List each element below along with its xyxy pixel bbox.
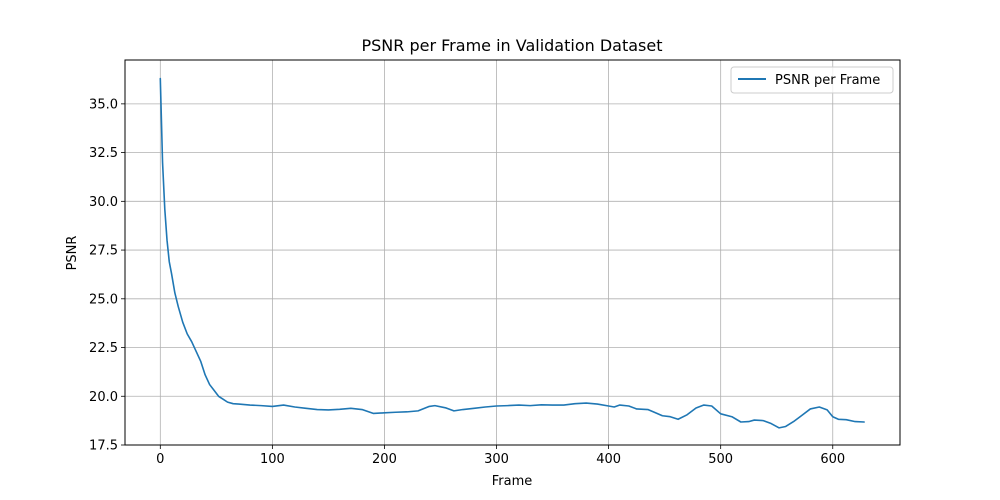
x-axis-ticks: 0 100 200 300 400 500 600 (156, 445, 845, 467)
x-tick-label: 400 (596, 452, 621, 467)
y-tick-label: 17.5 (89, 439, 118, 454)
y-tick-label: 20.0 (89, 390, 118, 405)
grid-layer (125, 60, 900, 446)
y-tick-label: 32.5 (89, 146, 118, 161)
x-tick-label: 100 (260, 452, 285, 467)
y-tick-label: 27.5 (89, 244, 118, 259)
y-axis-ticks: 17.5 20.0 22.5 25.0 27.5 30.0 32.5 35.0 (89, 97, 125, 454)
series-line-psnr (159, 77, 865, 429)
legend: PSNR per Frame (730, 66, 894, 94)
x-axis-label: Frame (492, 474, 533, 489)
x-tick-label: 0 (156, 452, 164, 467)
y-tick-label: 22.5 (89, 341, 118, 356)
x-tick-label: 500 (708, 452, 733, 467)
y-axis-label: PSNR (65, 236, 80, 271)
series-layer (159, 77, 865, 429)
x-tick-label: 300 (484, 452, 509, 467)
y-tick-label: 30.0 (89, 195, 118, 210)
plot-frame (124, 59, 901, 446)
x-tick-label: 600 (820, 452, 845, 467)
chart-title: PSNR per Frame in Validation Dataset (362, 36, 663, 55)
x-tick-label: 200 (372, 452, 397, 467)
legend-label: PSNR per Frame (775, 73, 880, 88)
y-tick-label: 25.0 (89, 292, 118, 307)
y-tick-label: 35.0 (89, 97, 118, 112)
legend-box (730, 66, 894, 94)
